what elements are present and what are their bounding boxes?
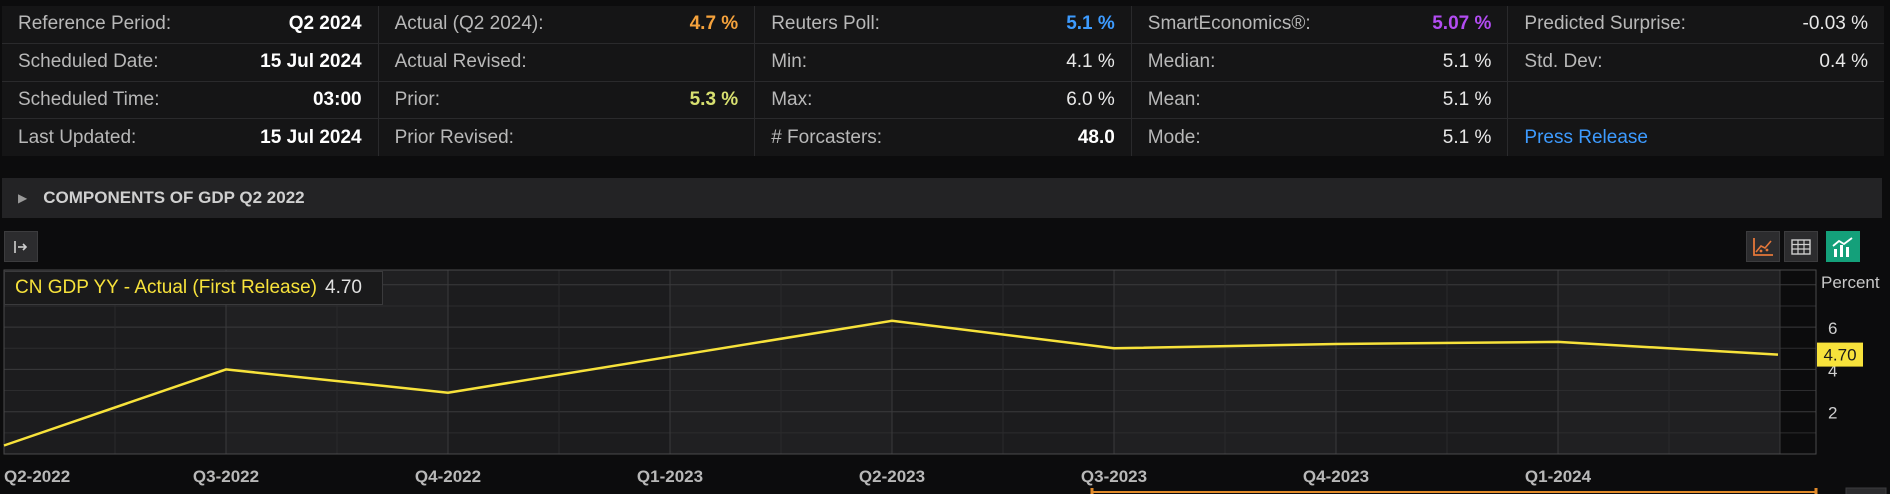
y-tick-label: 4: [1828, 361, 1837, 380]
stat-label: Max:: [771, 88, 813, 110]
expand-panel-icon[interactable]: [4, 231, 38, 262]
stat-cell: Reuters Poll: 5.1 %: [755, 6, 1131, 43]
last-value-badge: [1817, 342, 1863, 367]
stat-value: 4.7 %: [689, 13, 739, 35]
x-tick-label: Q3-2022: [193, 467, 259, 486]
stat-value: -0.03 %: [1802, 13, 1868, 35]
stat-cell: Min: 4.1 %: [755, 43, 1131, 81]
stat-cell: Last Updated: 15 Jul 2024: [2, 119, 378, 156]
legend-series-name: CN GDP YY - Actual (First Release): [15, 277, 317, 298]
stat-cell: Mean: 5.1 %: [1131, 81, 1508, 119]
stat-cell: Mode: 5.1 %: [1131, 119, 1508, 156]
last-value-label: 4.70: [1823, 346, 1856, 365]
stat-label: Mean:: [1147, 88, 1201, 110]
stat-label: # Forcasters:: [771, 126, 883, 148]
plot-frame: [3, 269, 1817, 455]
stat-cell: [1508, 81, 1884, 119]
stat-cell: Prior: 5.3 %: [378, 81, 755, 119]
range-scroll-button: [1845, 487, 1887, 494]
stat-cell: Actual (Q2 2024): 4.7 %: [378, 6, 755, 43]
stat-value: Q2 2024: [288, 13, 362, 35]
stat-cell: Actual Revised:: [378, 43, 755, 81]
stat-cell: Median: 5.1 %: [1131, 43, 1508, 81]
x-tick-label: Q2-2023: [859, 467, 925, 486]
stat-cell: Max: 6.0 %: [755, 81, 1131, 119]
stat-cell: Reference Period: Q2 2024: [2, 6, 378, 43]
y-axis-label: Percent: [1821, 273, 1880, 292]
stat-value: 5.3 %: [689, 88, 739, 110]
y-tick-label: 2: [1828, 404, 1837, 423]
stat-cell: Scheduled Time: 03:00: [2, 81, 378, 119]
stat-cell: Scheduled Date: 15 Jul 2024: [2, 43, 378, 81]
legend-series-value: 4.70: [325, 277, 362, 298]
stat-label: Std. Dev:: [1524, 51, 1603, 73]
stat-value: 5.07 %: [1432, 13, 1492, 35]
stat-label: Prior Revised:: [394, 126, 514, 148]
stat-label: Mode:: [1147, 126, 1201, 148]
x-tick-label: Q4-2022: [415, 467, 481, 486]
stat-label: Scheduled Date:: [18, 51, 159, 73]
expand-triangle-icon[interactable]: ▶: [18, 191, 28, 205]
stat-label: Predicted Surprise:: [1524, 13, 1686, 35]
stat-cell: Press Release: [1508, 119, 1884, 156]
x-tick-label: Q3-2023: [1081, 467, 1147, 486]
x-tick-label: Q1-2024: [1525, 467, 1592, 486]
press-release-link[interactable]: Press Release: [1524, 126, 1648, 148]
stat-cell: # Forcasters: 48.0: [755, 119, 1131, 156]
y-tick-label: 6: [1828, 319, 1837, 338]
components-section-header[interactable]: ▶ COMPONENTS OF GDP Q2 2022: [2, 178, 1882, 218]
table-grid-icon[interactable]: [1784, 231, 1818, 262]
stat-label: Prior:: [394, 88, 440, 110]
stat-value: 4.1 %: [1066, 51, 1115, 73]
line-chart-icon[interactable]: [1826, 231, 1860, 262]
stat-value: 03:00: [312, 88, 362, 110]
stat-cell: Predicted Surprise: -0.03 %: [1508, 6, 1884, 43]
stat-label: Median:: [1147, 51, 1216, 73]
stat-value: 6.0 %: [1066, 88, 1115, 110]
x-tick-label: Q2-2022: [4, 467, 70, 486]
stat-value: 5.1 %: [1442, 126, 1492, 148]
stat-label: Actual (Q2 2024):: [394, 13, 544, 35]
scatter-chart-icon[interactable]: [1746, 231, 1780, 262]
stat-label: Scheduled Time:: [18, 88, 160, 110]
stat-label: Last Updated:: [18, 126, 137, 148]
stat-value: 15 Jul 2024: [260, 126, 362, 148]
stat-label: Reference Period:: [18, 13, 172, 35]
stat-value: 15 Jul 2024: [260, 51, 362, 73]
stat-value: 5.1 %: [1066, 13, 1115, 35]
stat-value: 0.4 %: [1819, 51, 1868, 73]
stat-value: 48.0: [1077, 126, 1115, 148]
x-tick-label: Q1-2023: [637, 467, 703, 486]
gdp-line-chart: Q2-2022 Q3-2022 Q4-2022 Q1-2023 Q2-2023 Q3-20…: [3, 269, 1887, 494]
stat-value: 5.1 %: [1442, 88, 1492, 110]
stat-cell: Prior Revised:: [378, 119, 755, 156]
stat-cell: Std. Dev: 0.4 %: [1508, 43, 1884, 81]
stat-label: Reuters Poll:: [771, 13, 880, 35]
stat-label: Actual Revised:: [394, 51, 527, 73]
stat-cell: SmartEconomics®: 5.07 %: [1131, 6, 1508, 43]
stat-label: SmartEconomics®:: [1147, 13, 1311, 35]
section-title: COMPONENTS OF GDP Q2 2022: [43, 188, 305, 207]
stat-value: 5.1 %: [1442, 51, 1492, 73]
stat-label: Min:: [771, 51, 808, 73]
chart-legend: CN GDP YY - Actual (First Release) 4.70: [4, 271, 383, 305]
x-tick-label: Q4-2023: [1303, 467, 1369, 486]
summary-grid: Reference Period: Q2 2024 Actual (Q2 2024)…: [2, 6, 1884, 156]
